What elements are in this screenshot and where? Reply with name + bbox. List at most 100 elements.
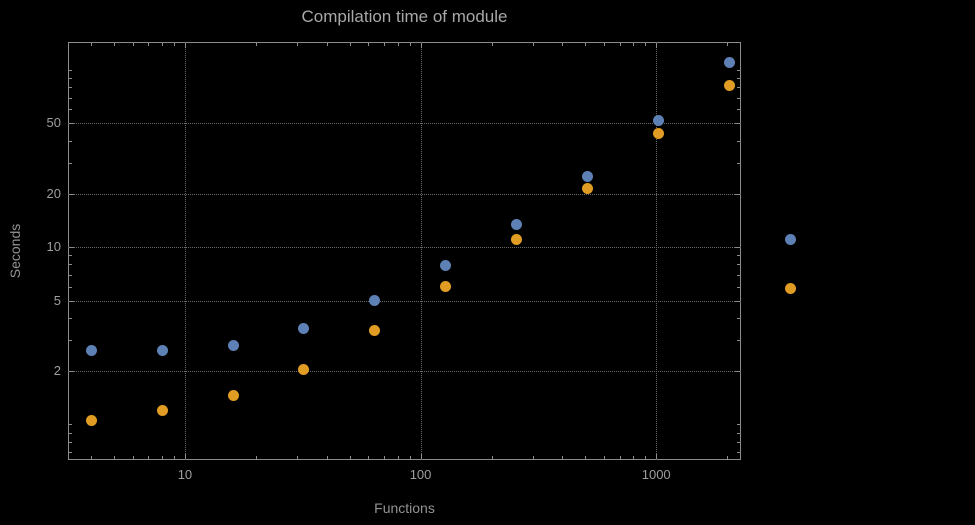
x-tick-mark xyxy=(113,43,115,46)
y-tick-mark xyxy=(69,193,74,195)
y-tick-mark xyxy=(737,264,740,266)
y-tick-mark xyxy=(69,286,72,288)
x-tick-mark xyxy=(255,43,257,46)
y-tick-label: 20 xyxy=(46,185,61,201)
x-tick-mark xyxy=(174,456,176,459)
x-tick-mark xyxy=(633,456,635,459)
x-tick-mark xyxy=(297,456,299,459)
y-tick-mark xyxy=(69,87,72,89)
x-tick-mark xyxy=(349,43,351,46)
x-tick-mark xyxy=(727,43,729,46)
x-tick-mark xyxy=(420,43,422,48)
x-tick-mark xyxy=(562,43,564,46)
grid-line-horizontal xyxy=(68,247,741,249)
y-tick-mark xyxy=(69,371,74,373)
data-point-orange xyxy=(440,281,452,293)
y-tick-mark xyxy=(737,70,740,72)
x-tick-mark xyxy=(491,456,493,459)
y-tick-label: 2 xyxy=(53,363,61,379)
data-point-orange xyxy=(724,79,736,91)
data-point-orange xyxy=(156,404,168,416)
y-tick-mark xyxy=(69,451,72,453)
x-tick-mark xyxy=(368,456,370,459)
y-tick-label: 10 xyxy=(46,239,61,255)
data-point-blue xyxy=(227,339,239,351)
data-point-orange xyxy=(227,390,239,402)
x-tick-mark xyxy=(409,43,411,46)
x-axis-label: Functions xyxy=(374,500,435,516)
x-tick-mark xyxy=(727,456,729,459)
x-tick-mark xyxy=(384,456,386,459)
grid-line-horizontal xyxy=(68,300,741,302)
x-tick-mark xyxy=(619,456,621,459)
grid-line-horizontal xyxy=(68,371,741,373)
x-tick-mark xyxy=(397,456,399,459)
grid-line-vertical xyxy=(184,42,186,460)
y-tick-mark xyxy=(737,255,740,257)
data-point-orange xyxy=(582,182,594,194)
y-tick-mark xyxy=(69,70,72,72)
y-tick-mark xyxy=(737,274,740,276)
x-tick-mark xyxy=(585,456,587,459)
y-tick-mark xyxy=(737,286,740,288)
y-tick-mark xyxy=(69,339,72,341)
y-tick-mark xyxy=(69,162,72,164)
x-tick-mark xyxy=(132,456,134,459)
y-tick-mark xyxy=(69,432,72,434)
x-tick-mark xyxy=(645,43,647,46)
x-tick-mark xyxy=(397,43,399,46)
x-tick-mark xyxy=(148,43,150,46)
x-tick-label: 1000 xyxy=(641,467,671,482)
data-point-orange xyxy=(511,234,523,246)
x-tick-mark xyxy=(162,456,164,459)
y-tick-mark xyxy=(737,109,740,111)
x-tick-mark xyxy=(656,454,658,459)
y-tick-mark xyxy=(735,371,740,373)
x-tick-mark xyxy=(91,43,93,46)
data-point-blue xyxy=(724,57,736,69)
y-tick-mark xyxy=(69,300,74,302)
x-tick-mark xyxy=(91,456,93,459)
y-tick-mark xyxy=(737,162,740,164)
data-point-blue xyxy=(369,295,381,307)
y-tick-mark xyxy=(737,451,740,453)
y-tick-mark xyxy=(69,441,72,443)
y-tick-mark xyxy=(737,87,740,89)
x-tick-mark xyxy=(532,43,534,46)
data-point-blue xyxy=(440,259,452,271)
chart-title: Compilation time of module xyxy=(301,7,508,26)
x-tick-label: 10 xyxy=(177,467,193,482)
data-point-blue xyxy=(582,171,594,183)
x-tick-label: 100 xyxy=(409,467,432,482)
data-point-orange xyxy=(369,324,381,336)
x-tick-mark xyxy=(162,43,164,46)
x-tick-mark xyxy=(174,43,176,46)
x-tick-mark xyxy=(645,456,647,459)
grid-line-horizontal xyxy=(68,193,741,195)
y-tick-mark xyxy=(69,274,72,276)
data-point-blue xyxy=(511,218,523,230)
x-tick-mark xyxy=(633,43,635,46)
x-tick-mark xyxy=(184,43,186,48)
x-tick-mark xyxy=(619,43,621,46)
x-tick-mark xyxy=(409,456,411,459)
y-tick-mark xyxy=(737,339,740,341)
x-tick-mark xyxy=(585,43,587,46)
data-point-orange xyxy=(85,415,97,427)
x-tick-mark xyxy=(255,456,257,459)
legend-marker-orange xyxy=(785,283,796,294)
y-tick-mark xyxy=(735,193,740,195)
y-tick-mark xyxy=(69,264,72,266)
y-tick-mark xyxy=(735,247,740,249)
x-tick-mark xyxy=(384,43,386,46)
y-tick-mark xyxy=(69,424,72,426)
y-tick-mark xyxy=(735,123,740,125)
y-tick-mark xyxy=(69,109,72,111)
x-tick-mark xyxy=(656,43,658,48)
x-tick-mark xyxy=(148,456,150,459)
data-point-orange xyxy=(298,363,310,375)
grid-line-vertical xyxy=(420,42,422,460)
x-tick-mark xyxy=(113,456,115,459)
x-tick-mark xyxy=(132,43,134,46)
